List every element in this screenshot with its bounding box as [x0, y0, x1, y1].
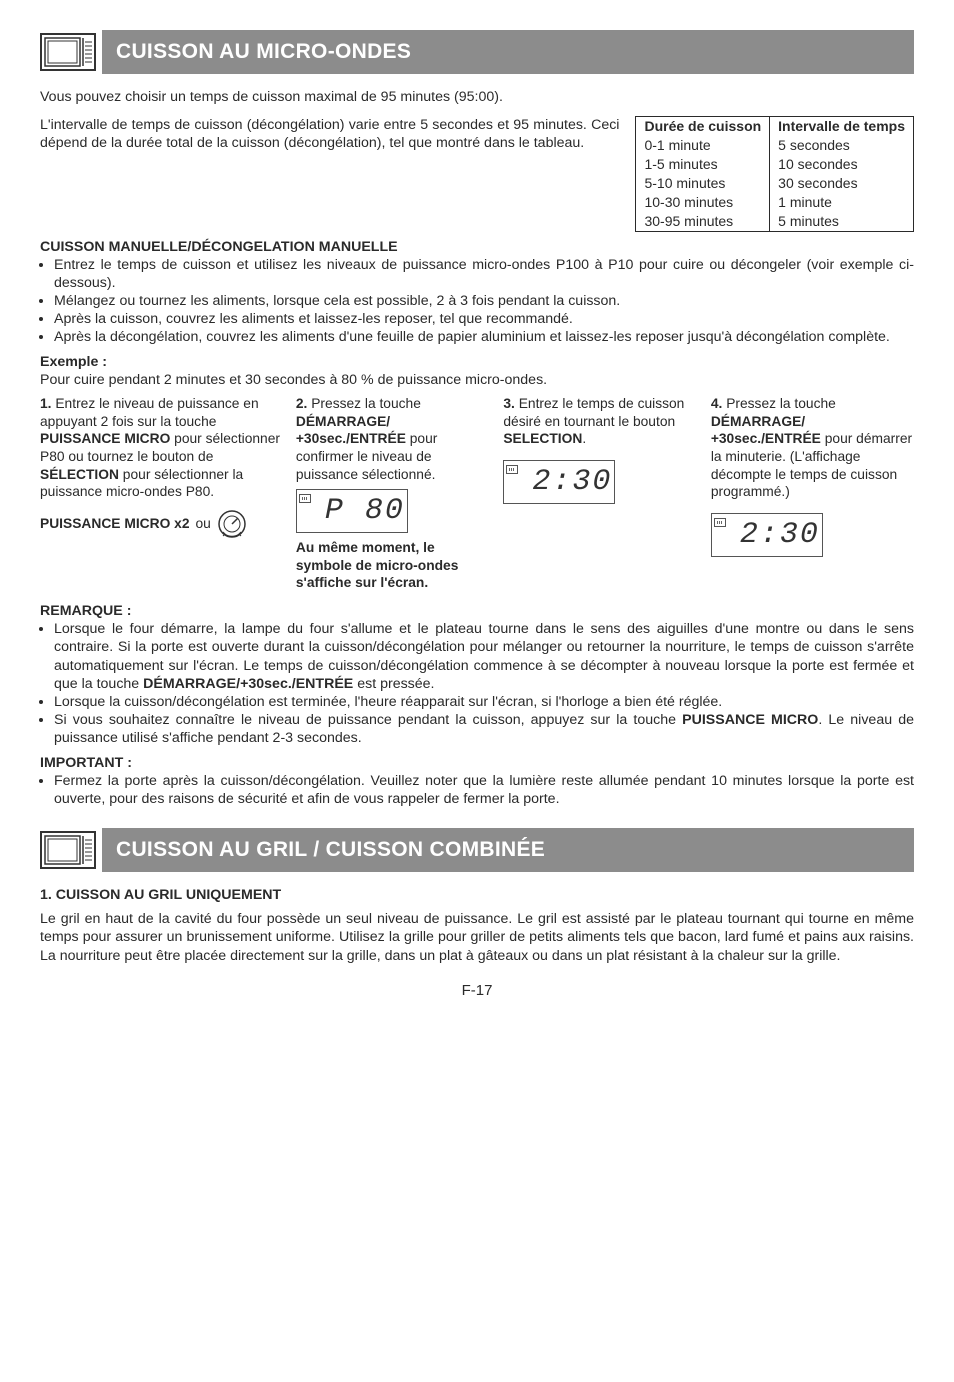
manual-bullets: Entrez le temps de cuisson et utilisez l…	[40, 256, 914, 347]
step-4: 4. Pressez la touche DÉMARRAGE/​+30sec./…	[711, 395, 914, 592]
intro-line: Vous pouvez choisir un temps de cuisson …	[40, 88, 914, 106]
step-text: Entrez le temps de cuisson désiré en tou…	[503, 396, 684, 429]
puissance-micro-label: PUISSANCE MICRO x2	[40, 515, 190, 533]
duration-cell: 0-1 minute	[636, 136, 769, 155]
microwave-icon	[40, 828, 96, 872]
steps-row: 1. Entrez le niveau de puissance en appu…	[40, 395, 914, 592]
important-bullet: Fermez la porte après la cuisson/décongé…	[54, 772, 914, 808]
display-box: 2:30	[711, 513, 823, 557]
page-number: F-17	[40, 981, 914, 1000]
display-value: 2:30	[740, 516, 820, 554]
remarque-bullet: Lorsque le four démarre, la lampe du fou…	[54, 620, 914, 693]
manual-bullet: Entrez le temps de cuisson et utilisez l…	[54, 256, 914, 292]
manual-heading: CUISSON MANUELLE/DÉCONGELATION MANUELLE	[40, 238, 914, 256]
step-2: 2. Pressez la touche DÉMARRAGE/​+30sec./…	[296, 395, 489, 592]
step-2-note: Au même moment, le symbole de micro-onde…	[296, 539, 489, 592]
step-num: 2.	[296, 396, 308, 411]
manual-bullet: Après la cuisson, couvrez les aliments e…	[54, 310, 914, 328]
microwave-symbol-icon	[506, 465, 518, 474]
step-bold: SÉLECTION	[40, 467, 119, 482]
manual-bullet: Après la décongélation, couvrez les alim…	[54, 328, 914, 346]
dial-icon	[217, 509, 247, 539]
duration-cell: 30 secondes	[770, 174, 913, 193]
duration-cell: 1 minute	[770, 193, 913, 212]
step-bold: SELECTION	[503, 431, 582, 446]
interval-paragraph: L'intervalle de temps de cuisson (décong…	[40, 116, 619, 152]
duration-cell: 30-95 minutes	[636, 212, 769, 231]
step-text: Pressez la touche	[311, 396, 421, 411]
duration-cell: 10-30 minutes	[636, 193, 769, 212]
remarque-bold: PUISSANCE MICRO	[682, 712, 818, 728]
example-intro: Pour cuire pendant 2 minutes et 30 secon…	[40, 371, 914, 389]
display-value: 2:30	[532, 463, 612, 501]
remarque-bullets: Lorsque le four démarre, la lampe du fou…	[40, 620, 914, 747]
step-3: 3. Entrez le temps de cuisson désiré en …	[503, 395, 696, 592]
important-bullets: Fermez la porte après la cuisson/décongé…	[40, 772, 914, 808]
example-label: Exemple :	[40, 353, 914, 371]
important-heading: IMPORTANT :	[40, 754, 914, 772]
step-num: 1.	[40, 396, 52, 411]
microwave-symbol-icon	[714, 518, 726, 527]
remarque-text: Si vous souhaitez connaître le niveau de…	[54, 712, 682, 728]
display-value: P 80	[325, 492, 405, 530]
header-title-1: CUISSON AU MICRO-ONDES	[102, 30, 914, 74]
puissance-micro-row: PUISSANCE MICRO x2 ou	[40, 509, 282, 539]
remarque-heading: REMARQUE :	[40, 602, 914, 620]
step-bold: PUISSANCE MICRO	[40, 431, 170, 446]
duration-cell: 5 minutes	[770, 212, 913, 231]
duration-table-wrap: Durée de cuisson Intervalle de temps 0-1…	[635, 116, 914, 231]
display-box: P 80	[296, 489, 408, 533]
step-text: Pressez la touche	[726, 396, 836, 411]
display-box: 2:30	[503, 460, 615, 504]
section-header-2: CUISSON AU GRIL / CUISSON COMBINÉE	[40, 828, 914, 872]
step-text: Entrez le niveau de puissance en appuyan…	[40, 396, 259, 429]
section-header-1: CUISSON AU MICRO-ONDES	[40, 30, 914, 74]
duration-col1-header: Durée de cuisson	[636, 117, 769, 136]
step-text: .	[582, 431, 586, 446]
step-1: 1. Entrez le niveau de puissance en appu…	[40, 395, 282, 592]
header-title-2: CUISSON AU GRIL / CUISSON COMBINÉE	[102, 828, 914, 872]
manual-bullet: Mélangez ou tournez les aliments, lorsqu…	[54, 292, 914, 310]
duration-table: Durée de cuisson Intervalle de temps 0-1…	[636, 117, 913, 230]
interval-row: L'intervalle de temps de cuisson (décong…	[40, 116, 914, 231]
puissance-micro-suffix: ou	[196, 515, 211, 533]
step-num: 4.	[711, 396, 723, 411]
gril-heading: 1. CUISSON AU GRIL UNIQUEMENT	[40, 886, 914, 904]
remarque-bullet: Si vous souhaitez connaître le niveau de…	[54, 711, 914, 747]
remarque-text: est pressée.	[353, 676, 434, 692]
duration-cell: 5-10 minutes	[636, 174, 769, 193]
duration-cell: 1-5 minutes	[636, 155, 769, 174]
duration-cell: 5 secondes	[770, 136, 913, 155]
step-bold: DÉMARRAGE/​+30sec./ENTRÉE	[296, 414, 406, 447]
duration-col2-header: Intervalle de temps	[770, 117, 913, 136]
remarque-bullet: Lorsque la cuisson/décongélation est ter…	[54, 693, 914, 711]
microwave-icon	[40, 30, 96, 74]
step-bold: DÉMARRAGE/​+30sec./ENTRÉE	[711, 414, 821, 447]
duration-cell: 10 secondes	[770, 155, 913, 174]
step-num: 3.	[503, 396, 515, 411]
gril-paragraph: Le gril en haut de la cavité du four pos…	[40, 910, 914, 965]
microwave-symbol-icon	[299, 494, 311, 503]
remarque-bold: DÉMARRAGE/+30sec./ENTRÉE	[143, 676, 353, 692]
